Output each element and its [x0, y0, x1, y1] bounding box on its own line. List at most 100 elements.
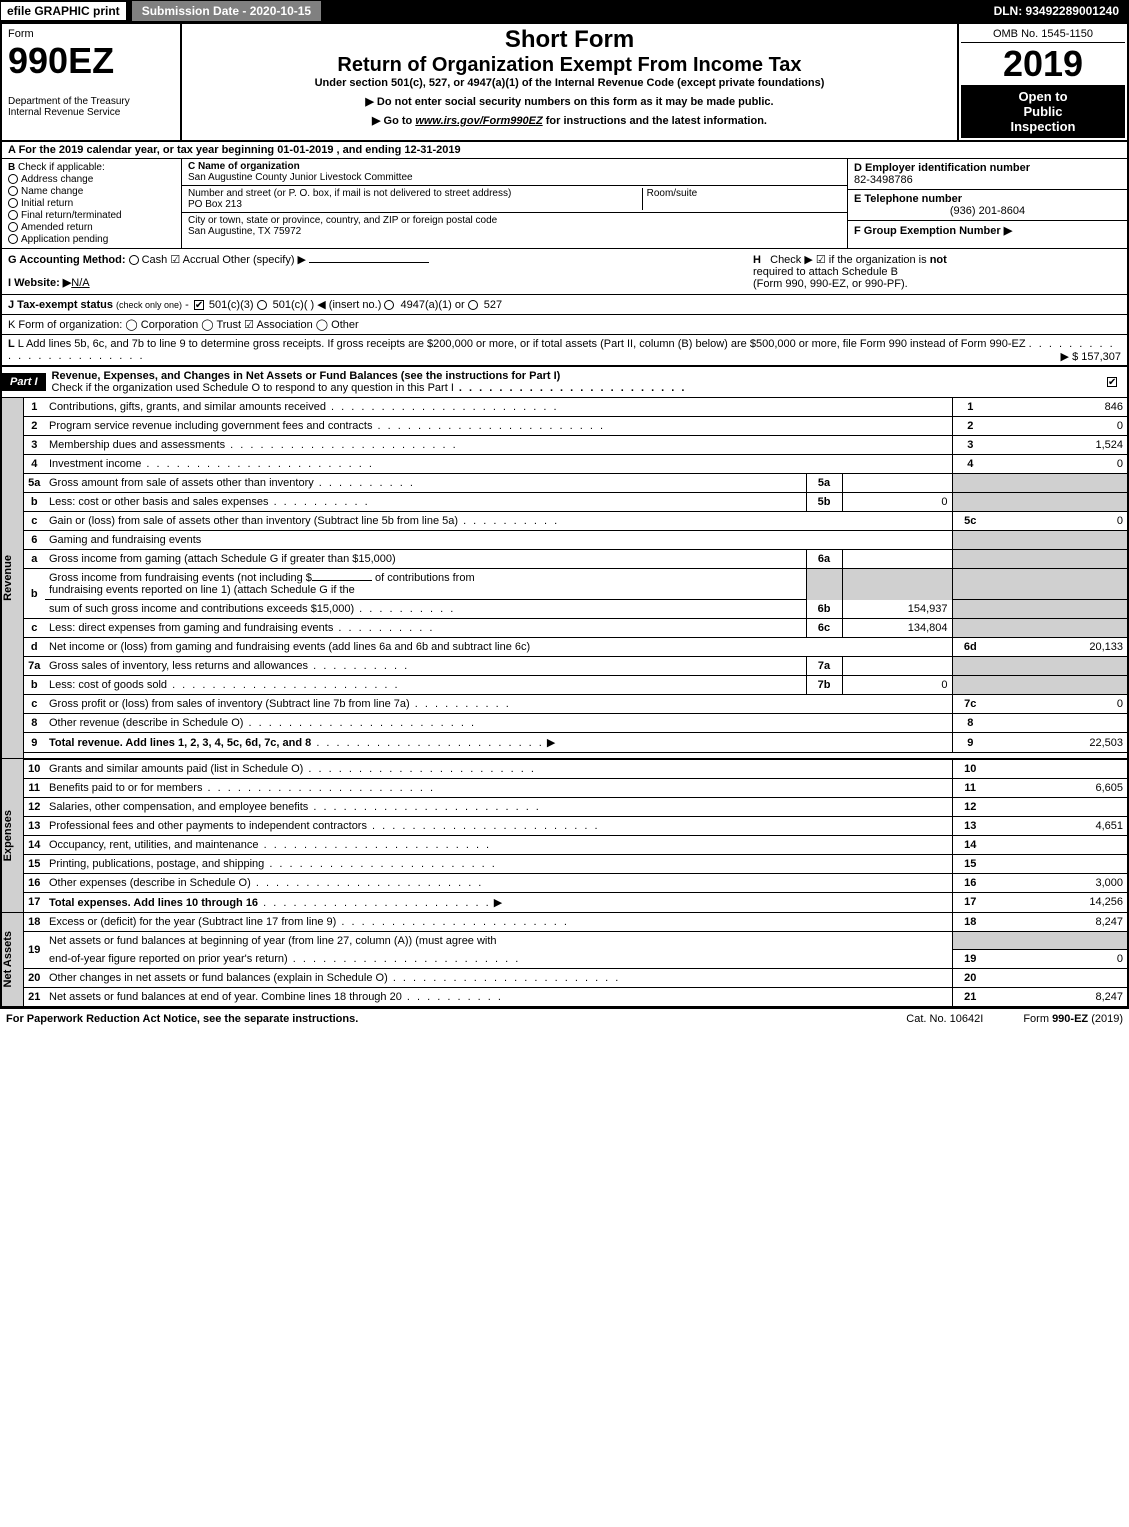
- check-name-change[interactable]: [8, 186, 18, 196]
- h-text-1: Check ▶ ☑ if the organization is: [770, 254, 927, 266]
- line-9-val: 22,503: [988, 733, 1128, 753]
- omb-number: OMB No. 1545-1150: [961, 26, 1125, 43]
- line-7c-num: 7c: [952, 695, 988, 714]
- city-label: City or town, state or province, country…: [188, 215, 497, 226]
- line-11-text: Benefits paid to or for members: [49, 782, 202, 794]
- row-j: J Tax-exempt status (check only one) - 5…: [0, 295, 1129, 315]
- line-1-num: 1: [952, 398, 988, 417]
- opt-name-change: Name change: [21, 186, 83, 197]
- part-i-header: Part I Revenue, Expenses, and Changes in…: [0, 366, 1129, 398]
- form-header: Form 990EZ Department of the Treasury In…: [0, 22, 1129, 142]
- line-7c-val: 0: [988, 695, 1128, 714]
- efile-print-button[interactable]: efile GRAPHIC print: [0, 1, 127, 21]
- inspect-2: Public: [965, 104, 1121, 119]
- line-6b-t3: fundraising events reported on line 1) (…: [49, 584, 355, 596]
- org-name: San Augustine County Junior Livestock Co…: [188, 172, 413, 183]
- e-phone-val: (936) 201-8604: [854, 205, 1121, 217]
- line-21-val: 8,247: [988, 988, 1128, 1008]
- form-number: 990EZ: [8, 40, 174, 82]
- b-label: B: [8, 162, 15, 173]
- other-specify-line[interactable]: [309, 262, 429, 263]
- line-4-text: Investment income: [49, 458, 141, 470]
- line-19-t2: end-of-year figure reported on prior yea…: [49, 953, 288, 965]
- inspect-1: Open to: [965, 89, 1121, 104]
- line-12-text: Salaries, other compensation, and employ…: [49, 801, 308, 813]
- check-initial-return[interactable]: [8, 198, 18, 208]
- part-i-title: Revenue, Expenses, and Changes in Net As…: [52, 370, 561, 382]
- line-5a-mn: 5a: [806, 474, 842, 493]
- line-7b-mn: 7b: [806, 676, 842, 695]
- opt-address-change: Address change: [21, 174, 93, 185]
- line-6b-t2: of contributions from: [375, 572, 475, 584]
- h-not: not: [930, 254, 947, 266]
- check-501c[interactable]: [257, 300, 267, 310]
- return-title: Return of Organization Exempt From Incom…: [188, 54, 951, 77]
- short-form-title: Short Form: [188, 26, 951, 54]
- line-18-val: 8,247: [988, 912, 1128, 931]
- website-val: N/A: [71, 277, 89, 289]
- goto-post: for instructions and the latest informat…: [543, 115, 767, 127]
- check-if: Check if applicable:: [18, 162, 105, 173]
- line-8-num: 8: [952, 714, 988, 733]
- line-6b-mv: 154,937: [842, 600, 952, 619]
- row-g-h: G Accounting Method: Cash ☑ Accrual Othe…: [0, 249, 1129, 295]
- line-3-num: 3: [952, 436, 988, 455]
- row-l: L L Add lines 5b, 6c, and 7b to line 9 t…: [0, 335, 1129, 366]
- check-address-change[interactable]: [8, 174, 18, 184]
- line-11-val: 6,605: [988, 778, 1128, 797]
- line-16-val: 3,000: [988, 873, 1128, 892]
- c-label: C Name of organization: [188, 161, 300, 172]
- line-6c-mv: 134,804: [842, 619, 952, 638]
- check-schedule-o[interactable]: [1107, 377, 1117, 387]
- form-word: Form: [8, 28, 174, 40]
- line-6d-val: 20,133: [988, 638, 1128, 657]
- line-2-num: 2: [952, 417, 988, 436]
- line-12-num: 12: [952, 797, 988, 816]
- line-3-text: Membership dues and assessments: [49, 439, 225, 451]
- line-7a-text: Gross sales of inventory, less returns a…: [49, 660, 308, 672]
- line-19-t1: Net assets or fund balances at beginning…: [49, 935, 497, 947]
- line-6a-mv: [842, 550, 952, 569]
- h-text-3: required to attach Schedule B: [753, 266, 898, 278]
- city-val: San Augustine, TX 75972: [188, 226, 301, 237]
- under-section: Under section 501(c), 527, or 4947(a)(1)…: [188, 77, 951, 89]
- check-application-pending[interactable]: [8, 234, 18, 244]
- line-21-num: 21: [952, 988, 988, 1008]
- check-final-return[interactable]: [8, 210, 18, 220]
- room-label: Room/suite: [647, 188, 698, 199]
- check-527[interactable]: [468, 300, 478, 310]
- check-501c3[interactable]: [194, 300, 204, 310]
- opt-amended-return: Amended return: [21, 222, 93, 233]
- line-21-text: Net assets or fund balances at end of ye…: [49, 991, 402, 1003]
- opt-final-return: Final return/terminated: [21, 210, 122, 221]
- line-20-text: Other changes in net assets or fund bala…: [49, 972, 388, 984]
- g-label: G Accounting Method:: [8, 254, 126, 266]
- g-opts: Cash ☑ Accrual Other (specify) ▶: [142, 254, 306, 266]
- line-7c-text: Gross profit or (loss) from sales of inv…: [49, 698, 410, 710]
- line-6c-text: Less: direct expenses from gaming and fu…: [49, 622, 333, 634]
- line-4-val: 0: [988, 455, 1128, 474]
- part-i-bar: Part I: [2, 373, 46, 391]
- line-18-text: Excess or (deficit) for the year (Subtra…: [49, 916, 336, 928]
- line-8-val: [988, 714, 1128, 733]
- line-9-text: Total revenue. Add lines 1, 2, 3, 4, 5c,…: [49, 737, 311, 749]
- line-3-val: 1,524: [988, 436, 1128, 455]
- line-16-num: 16: [952, 873, 988, 892]
- line-13-text: Professional fees and other payments to …: [49, 820, 367, 832]
- line-6b-blank[interactable]: [312, 580, 372, 581]
- line-4-num: 4: [952, 455, 988, 474]
- irs-link[interactable]: www.irs.gov/Form990EZ: [415, 115, 542, 127]
- f-group-label: F Group Exemption Number ▶: [854, 225, 1012, 237]
- line-17-text: Total expenses. Add lines 10 through 16: [49, 897, 258, 909]
- line-12-val: [988, 797, 1128, 816]
- section-b: B Check if applicable: Address change Na…: [0, 159, 1129, 249]
- check-4947[interactable]: [384, 300, 394, 310]
- line-5a-mv: [842, 474, 952, 493]
- check-cash[interactable]: [129, 255, 139, 265]
- check-amended-return[interactable]: [8, 222, 18, 232]
- line-7a-mn: 7a: [806, 657, 842, 676]
- opt-application-pending: Application pending: [21, 234, 108, 245]
- d-ein-label: D Employer identification number: [854, 162, 1030, 174]
- line-14-val: [988, 835, 1128, 854]
- line-5b-text: Less: cost or other basis and sales expe…: [49, 496, 269, 508]
